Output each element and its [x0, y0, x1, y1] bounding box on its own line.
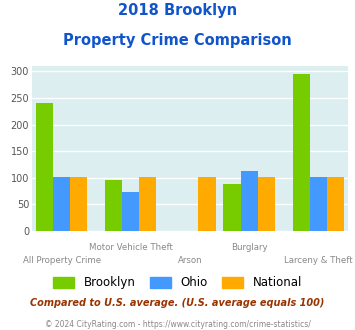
- Text: All Property Crime: All Property Crime: [22, 256, 100, 265]
- Bar: [105, 181, 122, 231]
- Bar: [139, 177, 156, 231]
- Text: Motor Vehicle Theft: Motor Vehicle Theft: [89, 243, 173, 251]
- Text: © 2024 CityRating.com - https://www.cityrating.com/crime-statistics/: © 2024 CityRating.com - https://www.city…: [45, 320, 310, 329]
- Bar: [198, 177, 215, 231]
- Bar: [241, 171, 258, 231]
- Bar: [224, 184, 241, 231]
- Bar: [293, 74, 310, 231]
- Bar: [310, 177, 327, 231]
- Bar: [122, 192, 139, 231]
- Text: Property Crime Comparison: Property Crime Comparison: [63, 33, 292, 48]
- Legend: Brooklyn, Ohio, National: Brooklyn, Ohio, National: [48, 272, 307, 294]
- Bar: [36, 103, 53, 231]
- Text: Arson: Arson: [178, 256, 202, 265]
- Bar: [53, 177, 70, 231]
- Bar: [327, 177, 344, 231]
- Text: Larceny & Theft: Larceny & Theft: [284, 256, 353, 265]
- Bar: [258, 177, 275, 231]
- Text: 2018 Brooklyn: 2018 Brooklyn: [118, 3, 237, 18]
- Text: Burglary: Burglary: [231, 243, 267, 251]
- Text: Compared to U.S. average. (U.S. average equals 100): Compared to U.S. average. (U.S. average …: [30, 298, 325, 308]
- Bar: [70, 177, 87, 231]
